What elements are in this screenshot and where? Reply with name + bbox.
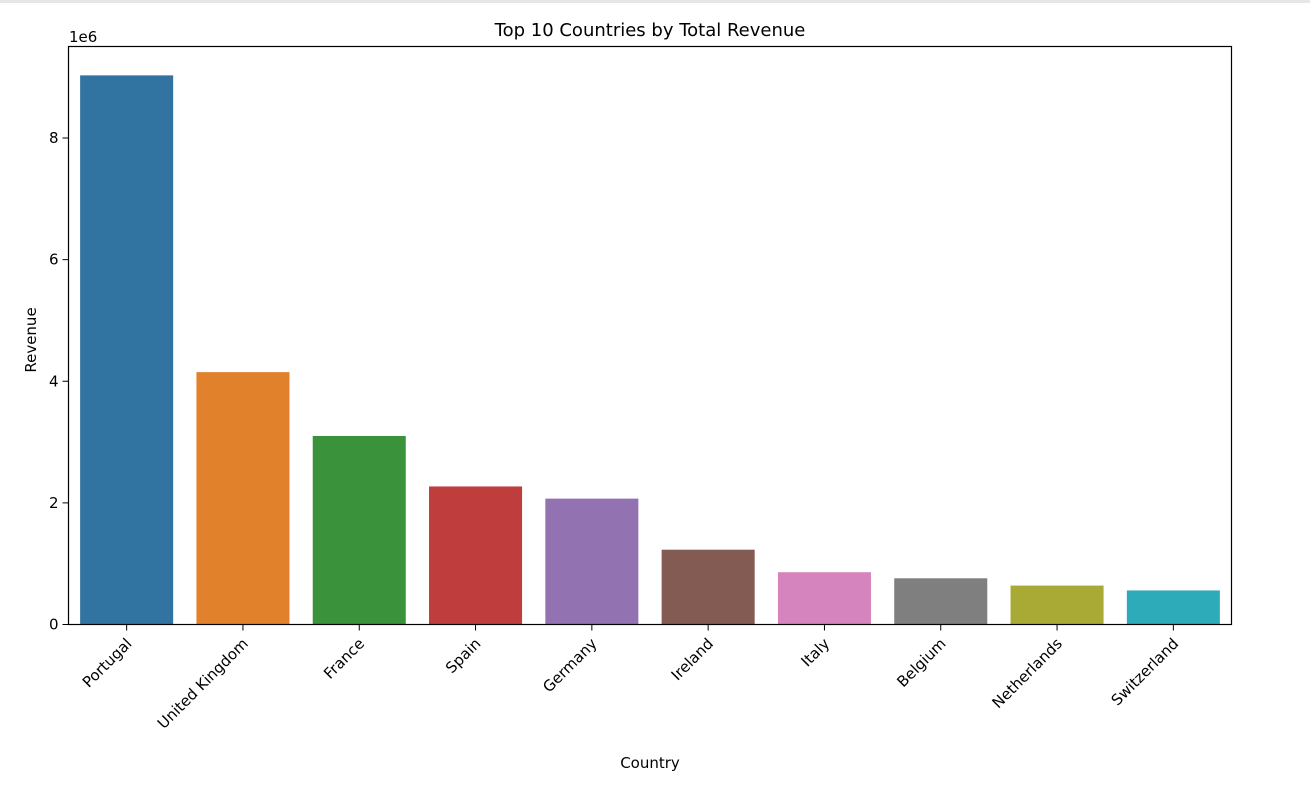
bars-group (80, 75, 1220, 625)
chart-title: Top 10 Countries by Total Revenue (494, 20, 806, 41)
bar-france (312, 435, 406, 625)
x-tick-label: Italy (798, 635, 834, 671)
y-tick-label: 4 (49, 372, 59, 390)
y-tick-label: 8 (49, 129, 59, 147)
x-tick-label: Spain (442, 635, 484, 677)
top-rule (0, 0, 1310, 3)
bar-switzerland (1126, 590, 1220, 625)
bar-portugal (80, 75, 174, 625)
x-tick-label: Ireland (668, 635, 717, 684)
bar-spain (429, 486, 523, 625)
y-axis-label: Revenue (22, 307, 40, 372)
bar-ireland (661, 549, 755, 625)
y-tick-label: 2 (49, 494, 59, 512)
y-tick-label: 0 (49, 616, 59, 634)
y-offset-label: 1e6 (69, 28, 97, 46)
x-axis: Portugal United Kingdom France Spain Germany… (79, 624, 1183, 733)
x-tick-label: Switzerland (1108, 635, 1183, 710)
x-tick-label: Germany (539, 635, 601, 697)
plot-frame (67, 45, 1233, 626)
x-tick-label: France (320, 635, 368, 683)
x-axis-label: Country (620, 754, 680, 772)
bar-netherlands (1010, 585, 1104, 625)
y-tick-label: 6 (49, 251, 59, 269)
bar-united-kingdom (196, 372, 290, 625)
x-tick-label: Portugal (79, 635, 136, 692)
bar-germany (545, 498, 639, 625)
x-tick-label: Netherlands (988, 634, 1066, 712)
x-tick-label: United Kingdom (154, 635, 252, 733)
bar-italy (777, 572, 871, 625)
y-axis: 0 2 4 6 8 (49, 129, 69, 634)
bar-belgium (894, 578, 988, 625)
x-tick-label: Belgium (893, 635, 949, 691)
